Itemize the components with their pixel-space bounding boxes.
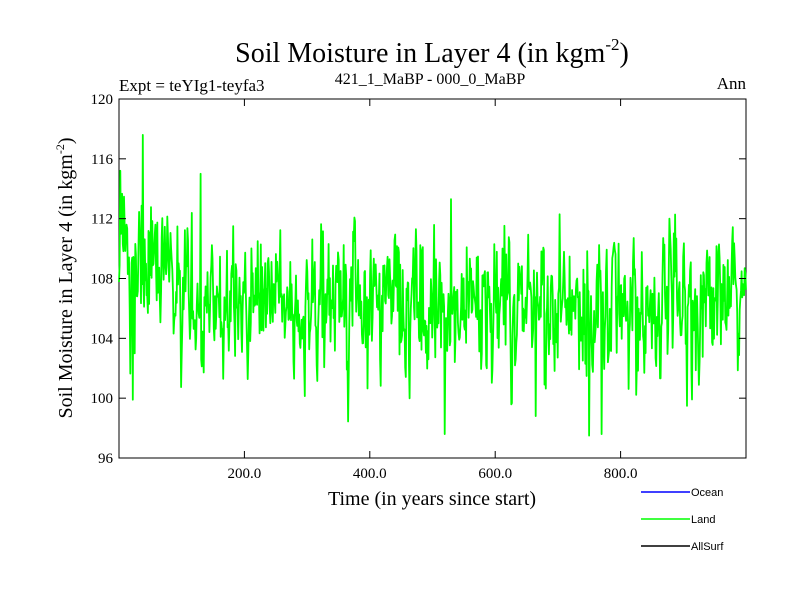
y-tick-label: 112 — [91, 212, 113, 228]
chart-title-main: Soil Moisture in Layer 4 (in kgm — [235, 38, 605, 69]
legend-label-allsurf: AllSurf — [691, 541, 724, 553]
x-tick-label: 200.0 — [228, 466, 262, 482]
x-tick-label: 800.0 — [604, 466, 638, 482]
season-label: Ann — [717, 74, 747, 93]
y-tick-label: 100 — [91, 391, 114, 407]
y-tick-label: 104 — [91, 331, 114, 347]
y-axis-label-main: Soil Moisture in Layer 4 (in kgm — [55, 154, 77, 419]
chart-title: Soil Moisture in Layer 4 (in kgm-2) — [235, 35, 629, 69]
series-layer — [118, 134, 747, 437]
chart-title-close: ) — [620, 38, 629, 69]
legend-label-ocean: Ocean — [691, 487, 723, 499]
y-axis-label-close: ) — [55, 137, 77, 144]
legend: Ocean Land AllSurf — [641, 487, 724, 553]
y-tick-label: 96 — [98, 451, 114, 467]
y-tick-label: 108 — [91, 272, 114, 288]
experiment-label: Expt = teYIg1-teyfa3 — [119, 76, 265, 95]
y-axis-label: Soil Moisture in Layer 4 (in kgm-2) — [53, 137, 77, 418]
period-label: 421_1_MaBP - 000_0_MaBP — [335, 71, 526, 88]
series-line-land — [118, 134, 747, 437]
legend-label-land: Land — [691, 514, 715, 526]
y-axis-label-superscript: -2 — [53, 144, 67, 154]
x-tick-label: 400.0 — [353, 466, 387, 482]
y-tick-label: 120 — [91, 92, 114, 108]
y-tick-label: 116 — [91, 152, 113, 168]
x-axis-label: Time (in years since start) — [328, 488, 536, 510]
ticks-layer: 96 100 104 108 112 116 120 200.0 400.0 600.0 800.0 — [91, 92, 746, 482]
x-tick-label: 600.0 — [478, 466, 512, 482]
chart-title-superscript: -2 — [605, 35, 619, 54]
